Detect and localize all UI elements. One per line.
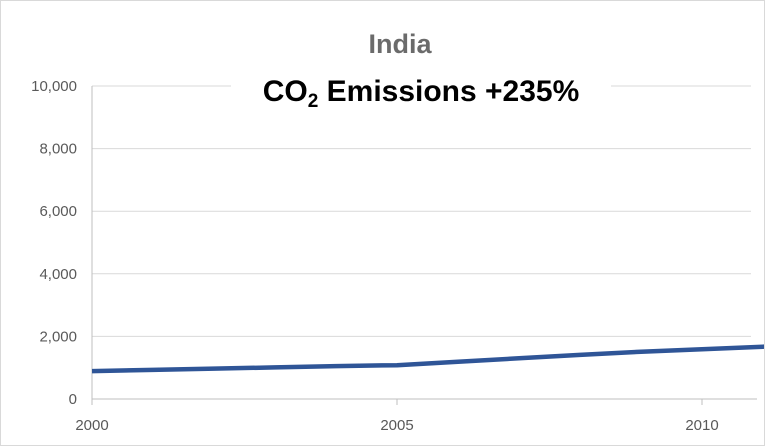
x-tick-label: 2000 bbox=[75, 417, 108, 434]
gridlines bbox=[92, 85, 751, 337]
series-layer bbox=[91, 344, 764, 374]
y-tick-label: 6,000 bbox=[39, 203, 77, 220]
annotation-suffix: Emissions +235% bbox=[318, 75, 580, 108]
tick-labels: 0 2,000 4,000 6,000 8,000 10,000 2000 2005 2010 2… bbox=[31, 78, 719, 434]
y-tick-label: 2,000 bbox=[39, 328, 77, 345]
co2-annotation: CO2 Emissions +235% bbox=[231, 73, 611, 111]
axes bbox=[91, 86, 757, 405]
y-tick-label: 4,000 bbox=[39, 266, 77, 283]
chart-title: India bbox=[368, 29, 432, 59]
annotation-subscript: 2 bbox=[307, 91, 319, 112]
x-tick-label: 2010 bbox=[685, 417, 718, 434]
x-tick-label: 2005 bbox=[380, 417, 413, 434]
series-line-0 bbox=[91, 344, 764, 374]
y-tick-label: 10,000 bbox=[31, 78, 77, 95]
annotation-prefix: CO bbox=[262, 75, 308, 108]
y-tick-label: 0 bbox=[69, 391, 77, 408]
y-tick-label: 8,000 bbox=[39, 141, 77, 158]
